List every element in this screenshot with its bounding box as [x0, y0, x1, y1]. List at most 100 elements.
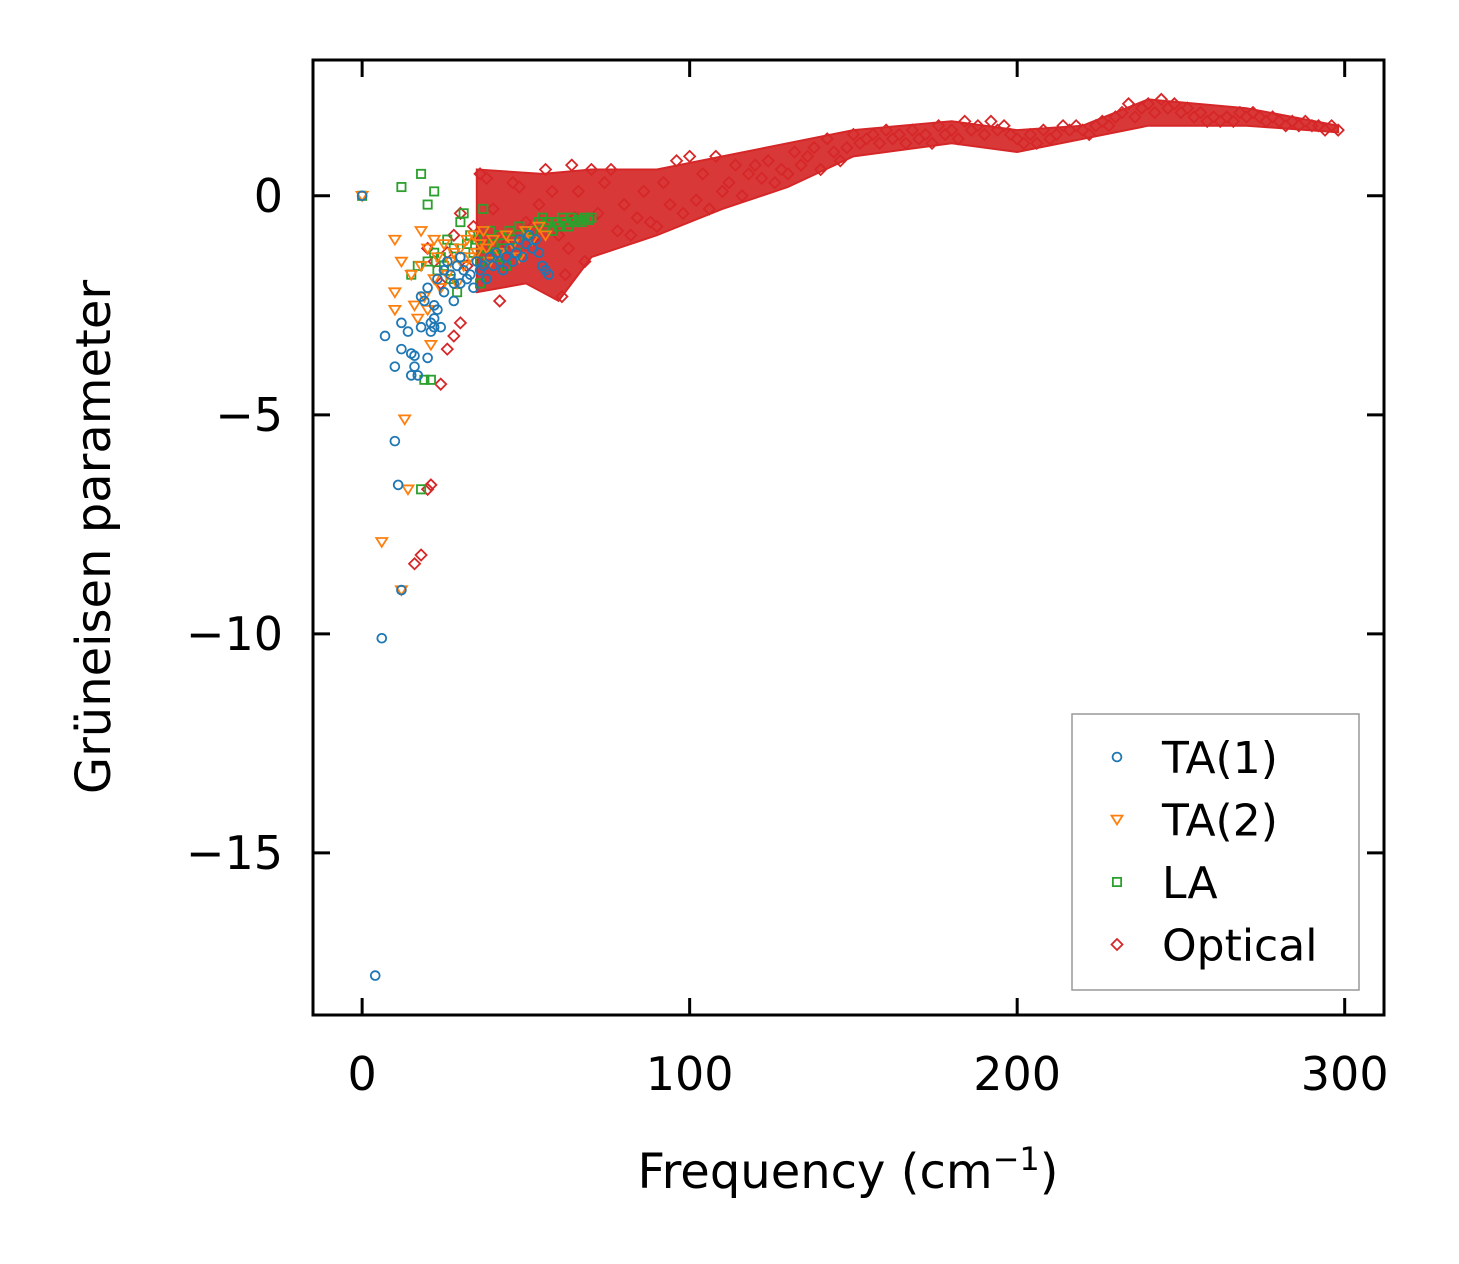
- data-point: [741, 167, 756, 181]
- data-point: [1154, 92, 1169, 107]
- data-point: [1331, 123, 1345, 137]
- data-point: [617, 197, 631, 212]
- data-point: [538, 162, 553, 177]
- data-point: [826, 145, 841, 159]
- data-point: [432, 273, 443, 285]
- data-point: [531, 221, 547, 234]
- legend-label: TA(2): [1161, 796, 1278, 847]
- data-point: [433, 377, 448, 391]
- data-point: [1265, 110, 1280, 124]
- data-point: [422, 199, 433, 210]
- data-point: [951, 132, 965, 146]
- data-point: [944, 123, 959, 137]
- data-point: [376, 632, 388, 644]
- data-point: [464, 269, 476, 280]
- data-point: [412, 370, 424, 381]
- data-point: [413, 226, 429, 238]
- data-point: [416, 168, 427, 179]
- y-axis-title: Grüneisen parameter: [66, 280, 122, 795]
- y-tick-label: 0: [254, 169, 283, 223]
- data-point: [846, 127, 861, 142]
- data-point: [389, 361, 401, 372]
- data-point: [409, 361, 420, 372]
- data-point: [586, 212, 597, 223]
- data-point: [497, 264, 509, 276]
- data-point: [396, 343, 407, 355]
- data-point: [918, 127, 933, 142]
- data-point: [833, 153, 848, 168]
- data-point: [1233, 105, 1247, 120]
- data-point: [1082, 127, 1097, 142]
- data-point: [469, 248, 484, 260]
- data-point: [1226, 114, 1241, 129]
- legend-entry: TA(2): [1109, 796, 1278, 847]
- data-point: [892, 127, 907, 142]
- data-point: [1220, 110, 1234, 124]
- data-point: [374, 537, 389, 549]
- data-point: [610, 224, 625, 238]
- data-point: [1167, 97, 1182, 111]
- data-point: [794, 158, 808, 172]
- data-point: [430, 252, 445, 264]
- data-point: [957, 114, 972, 129]
- data-point: [925, 136, 939, 151]
- data-point: [533, 247, 545, 259]
- data-point: [1049, 127, 1064, 142]
- data-point: [735, 189, 749, 203]
- data-point: [1121, 97, 1136, 111]
- data-point: [486, 202, 500, 216]
- data-point: [1115, 105, 1129, 120]
- data-point: [676, 206, 690, 221]
- data-point: [1036, 123, 1051, 137]
- data-point: [728, 158, 743, 172]
- legend-marker: [1111, 751, 1123, 763]
- data-point: [396, 584, 407, 596]
- data-point: [435, 321, 447, 333]
- data-point: [1298, 114, 1313, 129]
- data-point: [459, 234, 475, 247]
- data-point: [420, 482, 435, 497]
- x-tick-label: 0: [347, 1047, 376, 1101]
- y-tick-label: −15: [186, 826, 283, 880]
- data-point: [545, 184, 559, 199]
- axis-tick-labels: 0 100 200 300 0 −5 −10 −15: [186, 169, 1389, 1101]
- data-point: [432, 304, 443, 316]
- data-point: [558, 267, 572, 282]
- data-point: [1095, 114, 1110, 129]
- data-point: [447, 228, 461, 243]
- data-point: [561, 241, 576, 256]
- data-point: [389, 435, 401, 447]
- data-point: [761, 153, 776, 168]
- data-point: [905, 123, 920, 137]
- data-point: [387, 304, 403, 317]
- legend-marker: [1109, 814, 1125, 827]
- data-point: [781, 167, 795, 181]
- data-point: [486, 234, 501, 247]
- data-points-layer: [355, 92, 1345, 981]
- data-point: [1193, 105, 1208, 120]
- data-point: [394, 256, 409, 269]
- legend-label: TA(1): [1161, 733, 1278, 784]
- data-point: [1010, 132, 1024, 146]
- data-point: [481, 273, 492, 285]
- data-point: [748, 158, 762, 172]
- data-point: [813, 162, 828, 177]
- data-point: [396, 317, 407, 329]
- data-point: [1324, 118, 1339, 133]
- legend-label: Optical: [1162, 921, 1317, 972]
- data-point: [379, 330, 391, 342]
- data-point: [879, 123, 893, 137]
- data-point: [1128, 110, 1142, 124]
- data-point: [623, 228, 638, 243]
- data-point: [499, 230, 514, 242]
- data-point: [984, 114, 998, 129]
- data-point: [931, 118, 946, 133]
- data-point: [402, 326, 414, 337]
- data-point: [507, 256, 519, 267]
- data-point: [397, 414, 412, 426]
- data-point: [1180, 101, 1195, 115]
- data-point: [455, 251, 466, 263]
- data-point: [453, 316, 468, 330]
- data-point: [840, 140, 854, 155]
